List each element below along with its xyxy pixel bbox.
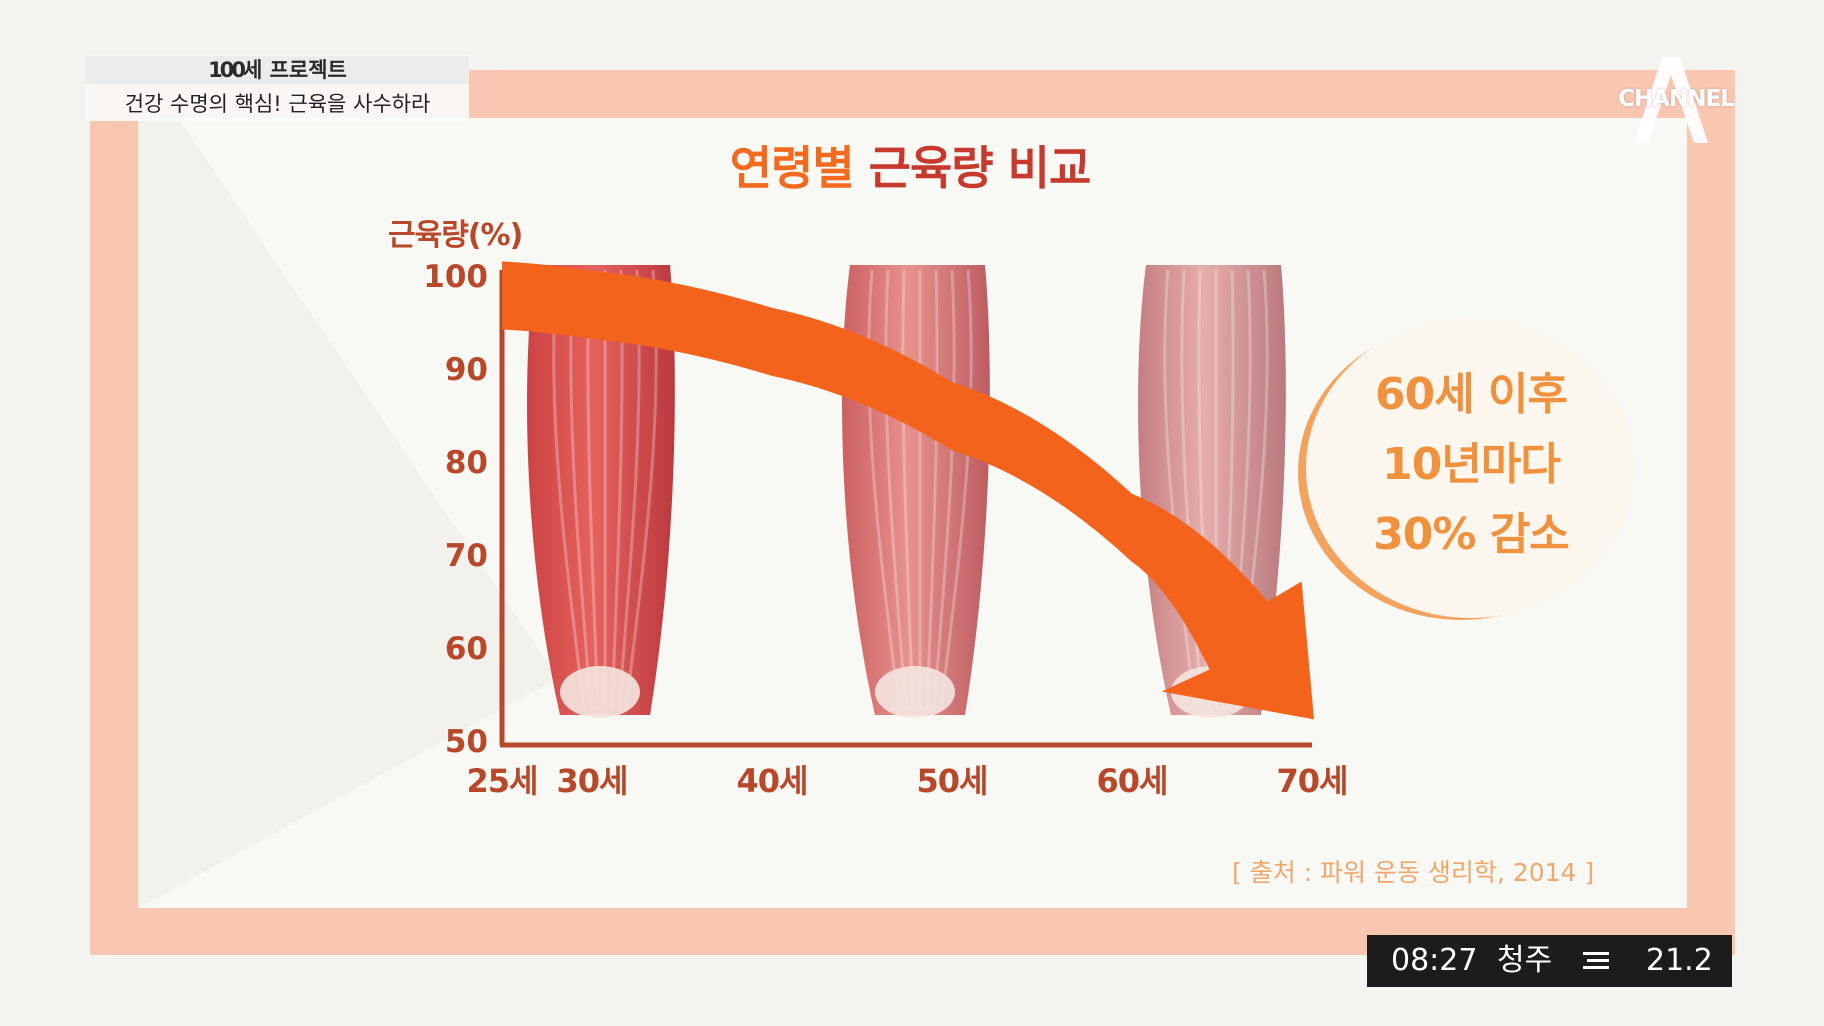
callout-circle — [1306, 318, 1636, 618]
y-tick-label: 70 — [445, 538, 488, 574]
program-name: 100세 프로젝트 — [86, 56, 469, 84]
callout-line-2: 10년마다 — [1382, 439, 1561, 490]
x-tick-label: 50세 — [917, 762, 988, 800]
ticker-temperature: 21.2 — [1646, 943, 1713, 978]
callout-text: 60세 이후 10년마다 30% 감소 — [1306, 360, 1636, 570]
x-tick-label: 30세 — [557, 762, 628, 800]
x-tick-labels: 25세 30세 40세 50세 60세 70세 — [467, 762, 1349, 800]
news-ticker: 08:27 청주 21.2 — [1367, 935, 1732, 987]
program-name-number: 100 — [208, 58, 246, 82]
muscle-young-tendon — [560, 666, 640, 718]
muscle-middle-illustration — [842, 265, 990, 718]
chart-axes — [499, 270, 1312, 748]
muscle-old-fiber — [1180, 269, 1204, 711]
channel-logo-text: CHANNEL — [1618, 86, 1735, 112]
x-tick-label: 60세 — [1097, 762, 1168, 800]
episode-title: 건강 수명의 핵심! 근육을 사수하라 — [124, 92, 431, 116]
muscle-middle-fiber — [932, 269, 956, 711]
light-ray-decoration — [138, 118, 558, 908]
y-tick-label: 80 — [445, 445, 488, 481]
x-tick-label: 25세 — [467, 762, 538, 800]
y-tick-label: 60 — [445, 631, 488, 667]
muscle-middle-fiber — [901, 269, 915, 711]
ticker-time: 08:27 — [1391, 943, 1478, 978]
haze-icon — [1583, 952, 1609, 969]
muscle-old-fiber — [1163, 269, 1197, 711]
ticker-city: 청주 — [1497, 943, 1553, 978]
muscle-middle-fiber — [939, 269, 973, 711]
muscle-middle-fiber — [867, 269, 901, 711]
program-name-suffix: 세 프로젝트 — [242, 58, 347, 82]
x-tick-label: 40세 — [737, 762, 808, 800]
x-tick-label: 70세 — [1277, 762, 1348, 800]
channel-a-logo — [1634, 57, 1708, 143]
decline-arrow-shape — [502, 261, 1314, 720]
y-tick-label: 90 — [445, 352, 488, 388]
source-citation: [ 출처 : 파워 운동 생리학, 2014 ] — [1232, 858, 1595, 887]
chart-title-part1: 연령별 — [729, 141, 855, 195]
muscle-middle-fiber — [884, 269, 908, 711]
y-tick-labels: 100 90 80 70 60 50 — [423, 259, 488, 760]
muscle-young-shape — [527, 265, 675, 715]
callout-line-3: 30% 감소 — [1373, 509, 1570, 560]
chart-title-part2: 근육량 비교 — [868, 141, 1092, 195]
muscle-middle-shape — [842, 265, 990, 715]
callout-line-1: 60세 이후 — [1375, 369, 1568, 420]
chart-title: 연령별 근육량 비교 — [700, 132, 1120, 198]
muscle-middle-tendon — [875, 666, 955, 718]
decline-arrow — [502, 261, 1314, 720]
y-axis-label: 근육량(%) — [388, 218, 523, 253]
muscle-middle-fiber — [925, 269, 939, 711]
y-tick-label: 50 — [445, 724, 488, 760]
y-tick-label: 100 — [423, 259, 488, 295]
